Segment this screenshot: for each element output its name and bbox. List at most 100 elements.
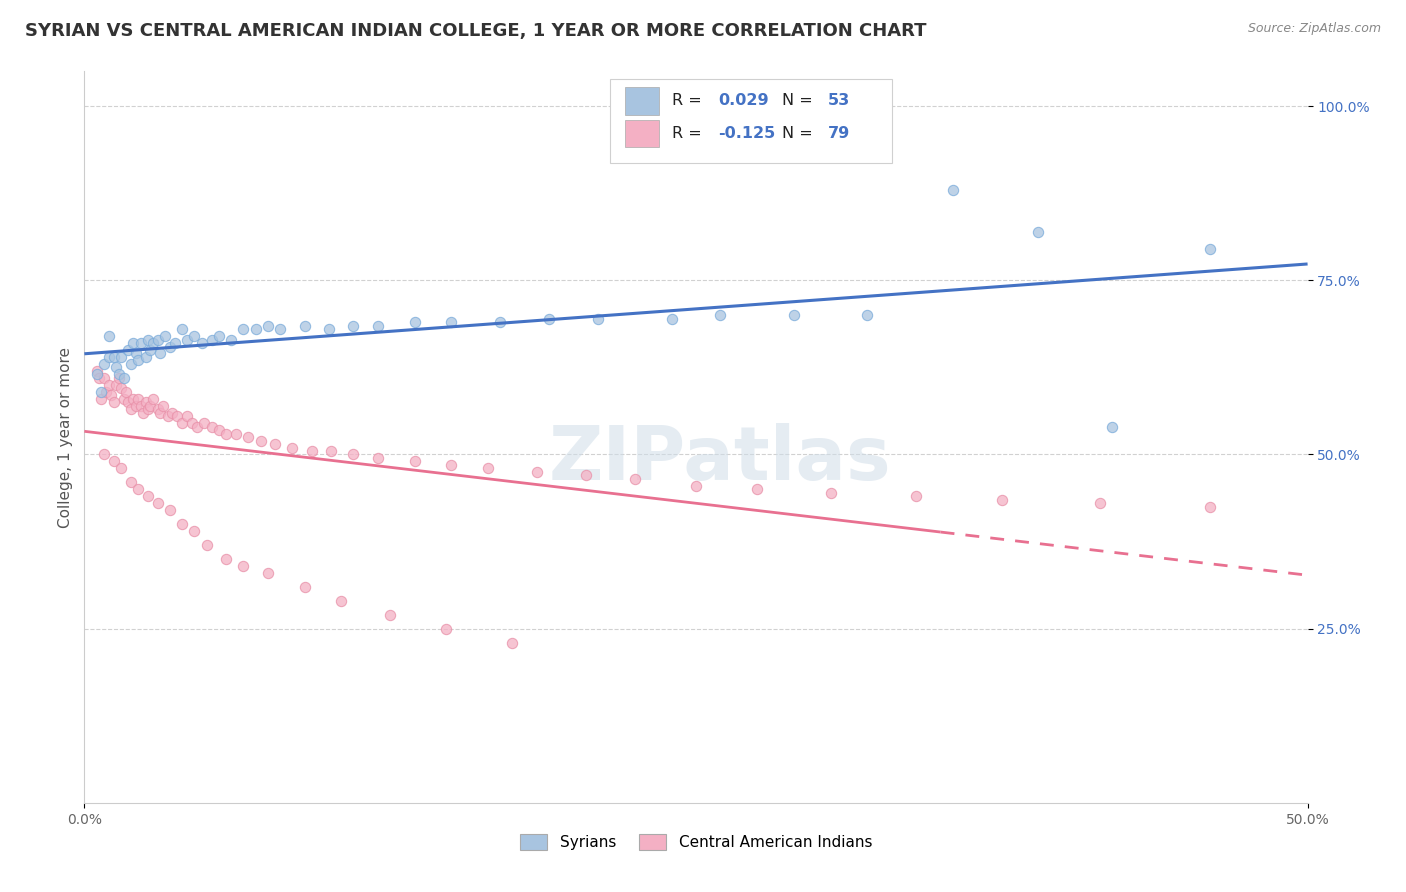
- Point: [142, 336, 165, 351]
- Point: [105, 377, 128, 392]
- Point: [100, 388, 122, 402]
- Point: [120, 402, 142, 417]
- Point: [367, 318, 389, 333]
- Point: [122, 336, 145, 351]
- Point: [105, 360, 128, 375]
- Point: [110, 461, 132, 475]
- Point: [367, 450, 389, 465]
- Point: [139, 343, 162, 357]
- Point: [477, 461, 499, 475]
- Point: [163, 336, 186, 351]
- Text: 53: 53: [828, 93, 851, 108]
- Point: [502, 635, 524, 649]
- Point: [380, 607, 402, 622]
- Bar: [626, 87, 659, 114]
- Text: SYRIAN VS CENTRAL AMERICAN INDIAN COLLEGE, 1 YEAR OR MORE CORRELATION CHART: SYRIAN VS CENTRAL AMERICAN INDIAN COLLEG…: [25, 22, 927, 40]
- Point: [93, 448, 115, 462]
- Point: [135, 395, 157, 409]
- Point: [1088, 496, 1111, 510]
- Point: [440, 315, 463, 329]
- Point: [146, 496, 169, 510]
- Point: [905, 489, 928, 503]
- Point: [281, 441, 304, 455]
- Point: [93, 357, 115, 371]
- Point: [709, 308, 731, 322]
- Point: [149, 346, 172, 360]
- Point: [115, 384, 138, 399]
- Point: [110, 381, 132, 395]
- Point: [172, 416, 194, 430]
- Text: -0.125: -0.125: [718, 126, 775, 141]
- Point: [1198, 242, 1220, 256]
- Point: [856, 308, 879, 322]
- Point: [129, 336, 152, 351]
- Point: [93, 371, 115, 385]
- FancyBboxPatch shape: [610, 78, 891, 163]
- Point: [159, 339, 181, 353]
- Point: [249, 434, 271, 448]
- Point: [135, 350, 157, 364]
- Point: [245, 322, 267, 336]
- Y-axis label: College, 1 year or more: College, 1 year or more: [58, 347, 73, 527]
- Point: [153, 329, 176, 343]
- Point: [149, 406, 172, 420]
- Point: [122, 392, 145, 406]
- Point: [200, 419, 222, 434]
- Point: [489, 315, 512, 329]
- Point: [103, 454, 125, 468]
- Point: [575, 468, 598, 483]
- Bar: [626, 120, 659, 147]
- Point: [991, 492, 1014, 507]
- Point: [136, 402, 159, 417]
- Point: [219, 333, 242, 347]
- Point: [156, 409, 179, 424]
- Point: [87, 371, 110, 385]
- Point: [127, 392, 149, 406]
- Point: [97, 329, 120, 343]
- Point: [538, 311, 561, 326]
- Point: [120, 475, 142, 490]
- Text: R =: R =: [672, 93, 706, 108]
- Point: [96, 384, 118, 399]
- Point: [176, 409, 198, 424]
- Point: [125, 346, 148, 360]
- Point: [526, 465, 548, 479]
- Point: [820, 485, 842, 500]
- Point: [269, 322, 291, 336]
- Point: [321, 444, 343, 458]
- Point: [183, 524, 205, 538]
- Point: [436, 622, 458, 636]
- Point: [301, 444, 323, 458]
- Point: [215, 426, 238, 441]
- Point: [342, 318, 364, 333]
- Point: [142, 392, 165, 406]
- Point: [181, 416, 204, 430]
- Text: N =: N =: [782, 126, 817, 141]
- Point: [232, 558, 254, 573]
- Text: R =: R =: [672, 126, 706, 141]
- Point: [90, 392, 112, 406]
- Point: [330, 594, 353, 608]
- Point: [117, 395, 139, 409]
- Point: [404, 454, 426, 468]
- Point: [97, 350, 120, 364]
- Point: [294, 318, 316, 333]
- Point: [342, 448, 364, 462]
- Point: [294, 580, 316, 594]
- Point: [127, 353, 149, 368]
- Point: [162, 406, 184, 420]
- Point: [404, 315, 426, 329]
- Point: [107, 368, 129, 382]
- Point: [195, 538, 218, 552]
- Point: [107, 371, 129, 385]
- Point: [208, 329, 231, 343]
- Point: [172, 322, 194, 336]
- Point: [176, 333, 198, 347]
- Point: [136, 333, 159, 347]
- Point: [120, 357, 142, 371]
- Point: [1198, 500, 1220, 514]
- Point: [942, 183, 965, 197]
- Point: [440, 458, 463, 472]
- Point: [97, 377, 120, 392]
- Point: [146, 402, 169, 417]
